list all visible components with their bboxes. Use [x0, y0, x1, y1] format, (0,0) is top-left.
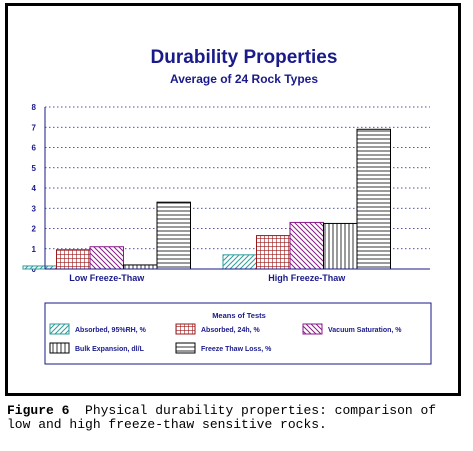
legend-label-4: Bulk Expansion, dl/L	[75, 346, 145, 353]
chart-frame: Durability Properties Average of 24 Rock…	[5, 3, 461, 396]
legend-label-5: Freeze Thaw Loss, %	[201, 346, 272, 353]
y-tick-label: 6	[32, 144, 37, 153]
caption-label: Figure 6	[7, 403, 70, 418]
x-axis-labels: Low Freeze-Thaw High Freeze-Thaw	[69, 273, 346, 283]
chart-title: Durability Properties	[151, 47, 338, 68]
bar-low-series-5	[156, 201, 191, 270]
legend: Means of Tests Absorbed, 95%RH, % Absorbe…	[44, 302, 432, 365]
gridlines	[45, 106, 430, 250]
bar-high-series-1	[222, 254, 257, 270]
y-tick-label: 2	[32, 225, 37, 234]
bar-low-series-2	[56, 249, 91, 270]
legend-swatch-5	[175, 342, 196, 354]
chart-subtitle: Average of 24 Rock Types	[170, 72, 318, 86]
y-tick-label: 5	[32, 164, 37, 173]
caption-text: Physical durability properties: comparis…	[7, 403, 437, 432]
y-axis-ticks: 0 1 2 3 4 5 6 7 8	[32, 103, 37, 274]
figure-caption: Figure 6 Physical durability properties:…	[7, 404, 467, 432]
legend-swatch-2	[175, 323, 196, 335]
y-tick-label: 7	[32, 123, 37, 132]
bars	[22, 128, 391, 270]
bar-high-series-3	[289, 221, 324, 270]
x-category-label: High Freeze-Thaw	[268, 273, 346, 283]
y-tick-label: 4	[32, 184, 37, 193]
bar-high-series-2	[256, 235, 291, 270]
durability-chart: Durability Properties Average of 24 Rock…	[22, 47, 432, 365]
y-tick-label: 8	[32, 103, 37, 112]
y-tick-label: 0	[32, 265, 37, 274]
y-tick-label: 3	[32, 204, 37, 213]
legend-swatch-4	[49, 342, 70, 354]
legend-swatch-3	[302, 323, 323, 335]
legend-label-1: Absorbed, 95%RH, %	[75, 327, 147, 334]
bar-high-series-5	[356, 128, 391, 270]
y-tick-label: 1	[32, 245, 37, 254]
legend-box	[44, 302, 432, 365]
legend-label-3: Vacuum Saturation, %	[328, 327, 402, 334]
legend-title: Means of Tests	[212, 311, 266, 320]
axes	[44, 107, 430, 270]
legend-label-2: Absorbed, 24h, %	[201, 327, 261, 334]
bar-low-series-4	[123, 264, 158, 270]
x-category-label: Low Freeze-Thaw	[69, 273, 145, 283]
bar-high-series-4	[323, 222, 358, 270]
bar-low-series-3	[89, 246, 124, 270]
legend-swatch-1	[49, 323, 70, 335]
